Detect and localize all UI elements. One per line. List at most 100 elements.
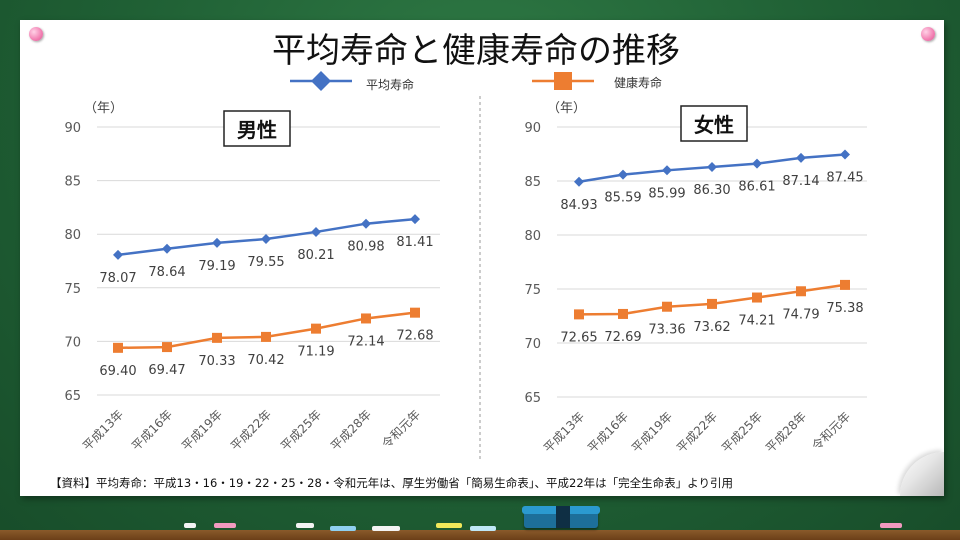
chalk-white-icon [184,523,196,528]
data-point-diamond-icon [212,237,222,248]
legend-label-series2: 健康寿命 [614,75,662,90]
data-label: 87.45 [826,171,863,186]
data-point-diamond-icon [410,214,420,225]
data-point-square-icon [840,279,850,290]
data-label: 81.41 [396,235,433,250]
data-label: 84.93 [560,198,597,213]
x-tick-label: 平成25年 [719,409,765,455]
x-tick-label: 平成13年 [541,409,587,455]
chalk-pink-icon [214,523,236,528]
data-point-diamond-icon [311,226,321,237]
data-label: 86.61 [738,180,775,195]
data-point-square-icon [311,323,321,334]
y-tick-label: 85 [64,175,81,190]
chalk-blue-icon [330,526,356,531]
x-tick-label: 平成19年 [629,409,675,455]
data-point-square-icon [410,307,420,318]
data-point-square-icon [796,286,806,297]
data-point-square-icon [752,292,762,303]
data-point-diamond-icon [662,165,672,176]
pin-right-icon [921,27,935,41]
data-point-diamond-icon [113,249,123,260]
y-tick-label: 90 [524,121,541,136]
x-tick-label: 平成13年 [80,407,126,453]
data-label: 69.40 [99,364,136,379]
data-point-square-icon [618,308,628,319]
data-label: 74.79 [782,307,819,322]
data-label: 80.21 [297,248,334,263]
chalk-white-icon [296,523,314,528]
eraser-band [556,506,570,528]
y-axis-unit: （年） [547,101,586,116]
chalk-yellow-icon [436,523,462,528]
panel-title-box [680,105,748,142]
data-point-diamond-icon [707,161,717,172]
data-point-diamond-icon [796,152,806,163]
data-label: 72.69 [604,330,641,345]
legend-marker-square-icon [554,72,572,90]
data-label: 79.19 [198,259,235,274]
legend-marker-diamond-icon [311,71,331,91]
x-tick-label: 令和元年 [379,407,424,452]
y-tick-label: 70 [524,337,541,352]
data-point-diamond-icon [361,218,371,229]
source-note: 【資料】平均寿命：平成13・16・19・22・25・28・令和元年は、厚生労働省… [50,476,733,490]
y-tick-label: 80 [524,229,541,244]
x-tick-label: 平成22年 [674,409,720,455]
chalk-white-icon [372,526,400,531]
data-label: 78.64 [148,265,185,280]
chalk-tray [0,530,960,540]
x-tick-label: 令和元年 [809,409,854,454]
legend: 平均寿命 健康寿命 [290,71,662,92]
data-point-diamond-icon [261,234,271,245]
data-label: 79.55 [247,255,284,270]
data-label: 70.33 [198,354,235,369]
data-label: 74.21 [738,314,775,329]
data-label: 85.59 [604,191,641,206]
pin-left-icon [29,27,43,41]
data-label: 86.30 [693,183,730,198]
data-label: 73.36 [648,323,685,338]
data-label: 85.99 [648,186,685,201]
x-tick-label: 平成16年 [585,409,631,455]
panel-title-box [223,110,291,147]
x-tick-label: 平成16年 [129,407,175,453]
y-tick-label: 85 [524,175,541,190]
chart-panel-female: （年） 65 70 75 80 85 90 平成13年平成16年平成19年平成22年平成2… [524,101,867,455]
chart-title: 平均寿命と健康寿命の推移 [272,31,680,71]
data-label: 72.14 [347,334,384,349]
y-tick-label: 75 [64,282,81,297]
data-point-square-icon [113,342,123,353]
data-label: 72.68 [396,329,433,344]
data-label: 78.07 [99,271,136,286]
y-tick-label: 65 [64,389,81,404]
data-point-diamond-icon [162,243,172,254]
data-point-square-icon [212,332,222,343]
chalk-lightblue-icon [470,526,496,531]
data-label: 72.65 [560,330,597,345]
y-tick-label: 70 [64,335,81,350]
y-tick-label: 90 [64,121,81,136]
x-tick-label: 平成28年 [328,407,374,453]
y-tick-label: 65 [524,391,541,406]
x-tick-label: 平成25年 [278,407,324,453]
data-label: 75.38 [826,301,863,316]
data-label: 73.62 [693,320,730,335]
data-point-square-icon [361,313,371,324]
data-label: 69.47 [148,363,185,378]
x-tick-label: 平成19年 [179,407,225,453]
x-tick-label: 平成22年 [228,407,274,453]
data-point-square-icon [574,309,584,320]
data-label: 80.98 [347,240,384,255]
chalk-pink-icon [880,523,902,528]
data-point-diamond-icon [618,169,628,180]
panel-title: 女性 [694,113,734,137]
data-point-square-icon [707,298,717,309]
data-label: 71.19 [297,345,334,360]
data-point-square-icon [162,342,172,353]
data-point-square-icon [261,331,271,342]
slide-paper [20,20,944,496]
data-point-diamond-icon [574,176,584,187]
